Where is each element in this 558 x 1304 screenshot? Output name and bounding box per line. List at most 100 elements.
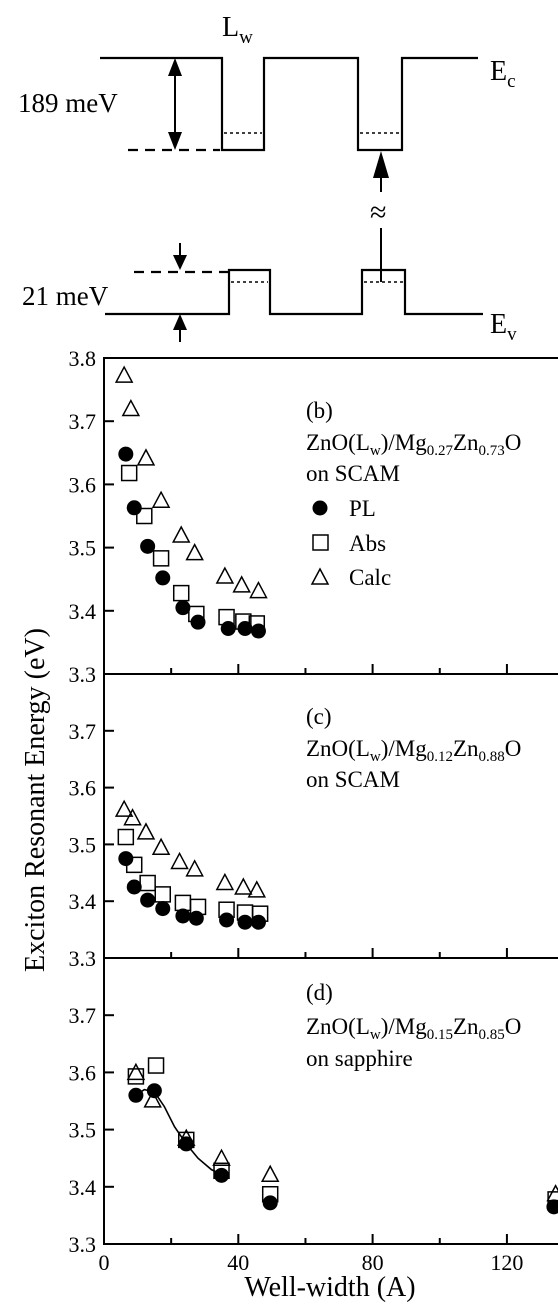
panel-b-abs-point xyxy=(172,584,190,602)
panel-b-calc-point xyxy=(232,575,251,593)
transition-arrow-head xyxy=(373,151,389,178)
legend-calc-label: Calc xyxy=(349,565,391,590)
cb-offset-arrow-head-up xyxy=(168,58,182,76)
legend: PL Abs Calc xyxy=(310,496,391,590)
panel-b-abs-point xyxy=(235,613,252,630)
panel-b-calc-point xyxy=(121,398,141,417)
panel-b-calc-point xyxy=(151,490,171,508)
panel-c-calc-point xyxy=(185,859,204,877)
panel-d-abs-point xyxy=(127,1068,145,1085)
panel-b-abs-point xyxy=(218,608,235,626)
panel-c-abs-point xyxy=(189,898,207,916)
panel-c-abs-point xyxy=(218,901,235,918)
vb-offset-arrow-bottom-head xyxy=(173,314,187,330)
panel-b-calc-point xyxy=(215,566,235,584)
xtick-label: 120 xyxy=(490,1250,523,1275)
panel-b-ytick-label: 3.3 xyxy=(69,662,97,687)
panel-c-calc-point xyxy=(215,872,235,891)
panel-b-abs-point xyxy=(120,464,138,482)
panel-c-title: ZnO(Lw)/Mg0.12Zn0.88O xyxy=(306,736,521,765)
panel-b-abs-point xyxy=(152,550,170,567)
panel-c-calc-point xyxy=(123,808,142,826)
panel-b-calc-point xyxy=(114,365,134,383)
panel-d-calc-point xyxy=(546,1184,558,1202)
panel-d-frame xyxy=(103,957,558,1245)
panel-b-abs-point xyxy=(188,605,205,623)
break-symbol: ≈ xyxy=(370,196,386,229)
panel-b-ytick-label: 3.4 xyxy=(69,599,97,624)
panel-c-calc-point xyxy=(170,851,189,870)
ev-label: Ev xyxy=(490,309,517,345)
data-marks xyxy=(114,365,558,1215)
panel-c-pl-point xyxy=(140,892,156,908)
panel-b-title: ZnO(Lw)/Mg0.27Zn0.73O xyxy=(306,430,521,459)
panel-b-calc-point xyxy=(136,448,156,466)
panel-b-ytick-label: 3.8 xyxy=(69,346,97,371)
panel-c-pl-point xyxy=(118,851,134,867)
panel-c-abs-point xyxy=(251,905,269,922)
panel-c-abs-point xyxy=(117,828,135,846)
cb-offset-arrow-head-down xyxy=(168,132,182,150)
panel-d-pl-point xyxy=(128,1087,144,1103)
panel-b-ytick-label: 3.7 xyxy=(69,409,97,434)
panel-c-abs-point xyxy=(139,874,156,892)
panel-c-abs-point xyxy=(125,856,143,874)
panel-b-ytick-label: 3.6 xyxy=(69,472,97,497)
panel-b-abs-point xyxy=(136,507,153,525)
panel-d-calc-point xyxy=(212,1148,231,1166)
panel-b-pl-point xyxy=(140,538,156,554)
panel-d-ytick-label: 3.3 xyxy=(69,1232,97,1257)
panel-b-ytick-label: 3.5 xyxy=(69,536,97,561)
panel-d-abs-point xyxy=(178,1131,195,1149)
legend-calc-marker xyxy=(310,567,330,585)
panel-b-tag: (b) xyxy=(306,398,333,423)
well-width-label: Lw xyxy=(222,12,253,48)
ec-label: Ec xyxy=(490,56,516,92)
panel-d-calc-point xyxy=(143,1090,162,1108)
panel-c-substrate: on SCAM xyxy=(306,767,400,792)
axis-ticks: 3.3 3.4 3.5 3.6 3.7 3.8 3.3 3.4 3.5 3.6 3.7 3.3 3.4 3… xyxy=(69,346,524,1275)
xtick-label: 80 xyxy=(362,1250,384,1275)
panel-d-tag: (d) xyxy=(306,980,333,1005)
panel-c-pl-point xyxy=(237,914,253,930)
panel-b-pl-point xyxy=(155,570,171,586)
conduction-band-edge xyxy=(100,56,478,152)
legend-abs-marker xyxy=(312,534,329,551)
panel-c-pl-point xyxy=(126,879,142,895)
panel-d-pl-point xyxy=(214,1167,230,1183)
panel-c-annotation: (c) ZnO(Lw)/Mg0.12Zn0.88O on SCAM xyxy=(306,704,521,792)
band-diagram-labels: ≈ Lw Ec Ev 189 meV 21 meV xyxy=(18,12,517,345)
panel-b-calc-point xyxy=(171,525,191,543)
panel-b-pl-point xyxy=(118,446,134,462)
panel-d-pl-point xyxy=(262,1195,278,1211)
cb-offset-label: 189 meV xyxy=(18,88,118,118)
panel-c-calc-point xyxy=(151,837,171,855)
panel-c-calc-point xyxy=(114,799,134,817)
panel-d-annotation: (d) ZnO(Lw)/Mg0.15Zn0.85O on sapphire xyxy=(306,980,521,1071)
panel-c-pl-point xyxy=(155,901,171,917)
panel-c-ytick-label: 3.4 xyxy=(69,889,97,914)
panel-c-pl-point xyxy=(250,914,266,930)
panel-d-ytick-label: 3.7 xyxy=(69,1003,97,1028)
panel-b-annotation: (b) ZnO(Lw)/Mg0.27Zn0.73O on SCAM xyxy=(306,398,521,486)
panel-d-fit-curve xyxy=(137,1088,222,1175)
panel-c-calc-point xyxy=(247,880,267,898)
panel-b-substrate: on SCAM xyxy=(306,461,400,486)
panel-d-ytick-label: 3.5 xyxy=(69,1118,97,1143)
legend-abs-label: Abs xyxy=(349,531,386,556)
panel-d-substrate: on sapphire xyxy=(306,1046,413,1071)
xtick-label: 40 xyxy=(227,1250,249,1275)
panel-b-abs-point xyxy=(248,615,266,632)
panel-c-calc-point xyxy=(234,877,253,895)
panel-c-pl-point xyxy=(175,908,191,924)
xtick-label: 0 xyxy=(99,1250,110,1275)
x-axis-label: Well-width (A) xyxy=(244,1272,415,1303)
panel-d-abs-point xyxy=(147,1057,165,1074)
vb-offset-arrow-top-head xyxy=(173,255,187,270)
panel-c-ytick-label: 3.7 xyxy=(69,719,97,744)
panel-c-tag: (c) xyxy=(306,704,332,729)
panel-c-abs-point xyxy=(154,886,172,903)
legend-pl-label: PL xyxy=(349,496,376,521)
panel-b-calc-point xyxy=(249,580,268,599)
